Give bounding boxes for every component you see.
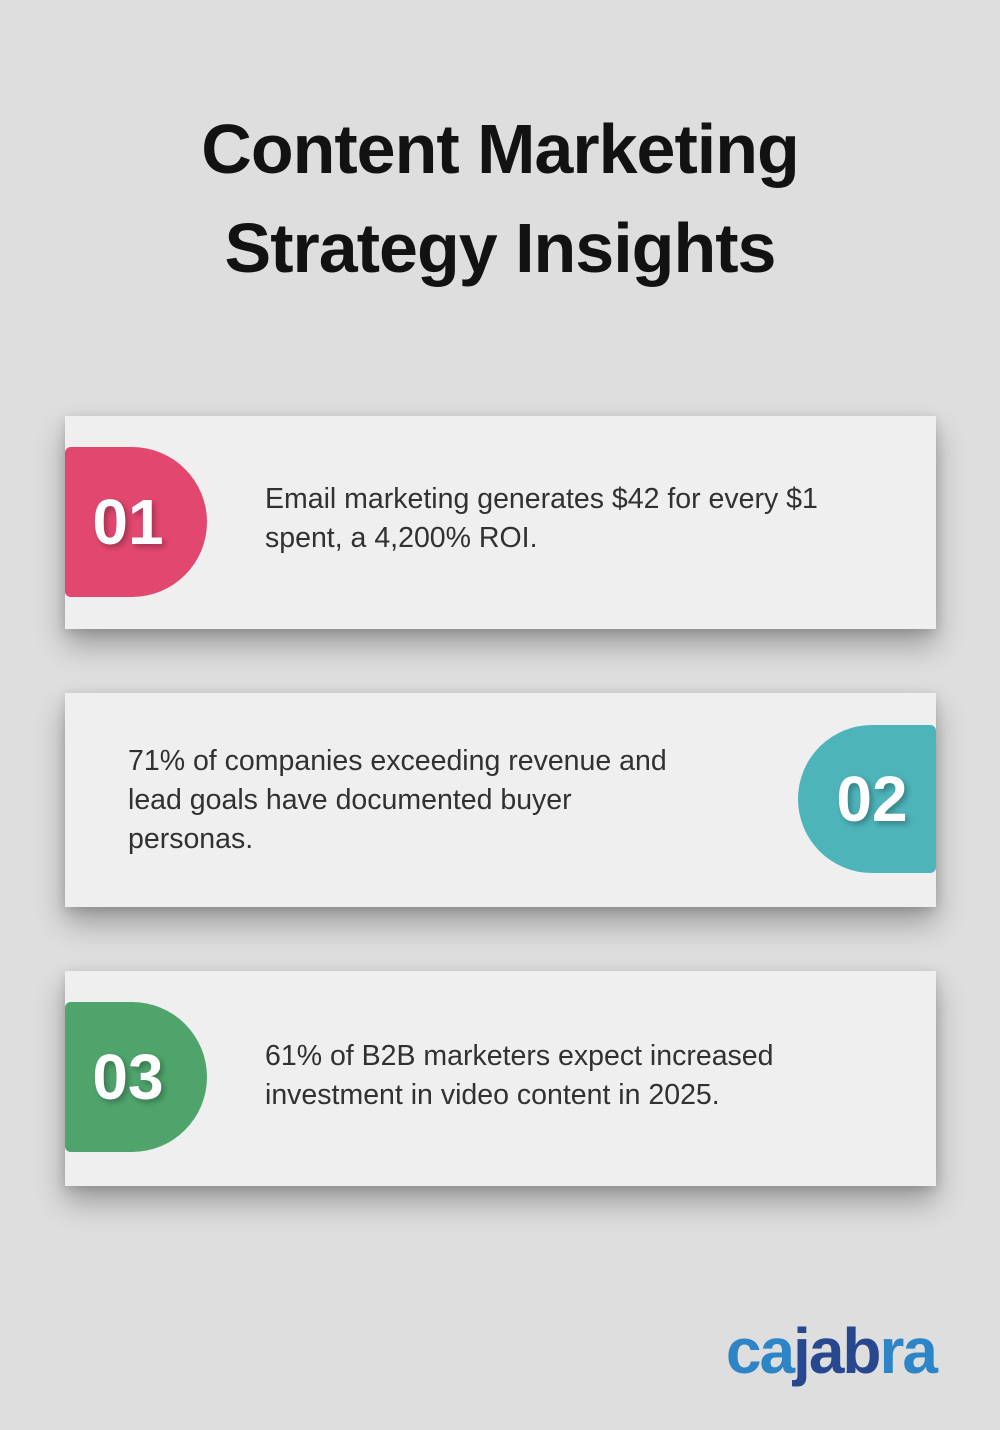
logo-segment: jab: [793, 1315, 881, 1387]
insight-text-line: Email marketing generates $42 for every …: [265, 483, 818, 515]
insight-text-line: 61% of B2B marketers expect increased: [265, 1040, 774, 1072]
insight-text-3: 61% of B2B marketers expect increased in…: [265, 1037, 774, 1115]
number-badge-01: 01: [65, 447, 207, 597]
number-badge-03: 03: [65, 1002, 207, 1152]
page-title: Content Marketing Strategy Insights: [0, 100, 1000, 298]
insight-text-line: lead goals have documented buyer: [128, 784, 572, 816]
insight-card-1: 01 Email marketing generates $42 for eve…: [65, 416, 936, 629]
page-title-line-1: Content Marketing: [201, 110, 799, 188]
insight-text-line: 71% of companies exceeding revenue and: [128, 745, 667, 777]
logo-segment: ra: [879, 1315, 938, 1387]
page-title-line-2: Strategy Insights: [224, 209, 777, 287]
insight-text-line: investment in video content in 2025.: [265, 1079, 720, 1111]
cajabra-logo: cajabra: [725, 1314, 938, 1388]
logo-segment: ca: [725, 1315, 795, 1387]
insight-text-1: Email marketing generates $42 for every …: [265, 480, 818, 558]
insight-text-line: spent, a 4,200% ROI.: [265, 522, 538, 554]
number-badge-02: 02: [798, 725, 936, 873]
insight-text-line: personas.: [128, 823, 254, 855]
insight-card-2: 02 71% of companies exceeding revenue an…: [65, 693, 936, 907]
insight-card-3: 03 61% of B2B marketers expect increased…: [65, 971, 936, 1186]
insight-text-2: 71% of companies exceeding revenue and l…: [128, 742, 667, 859]
